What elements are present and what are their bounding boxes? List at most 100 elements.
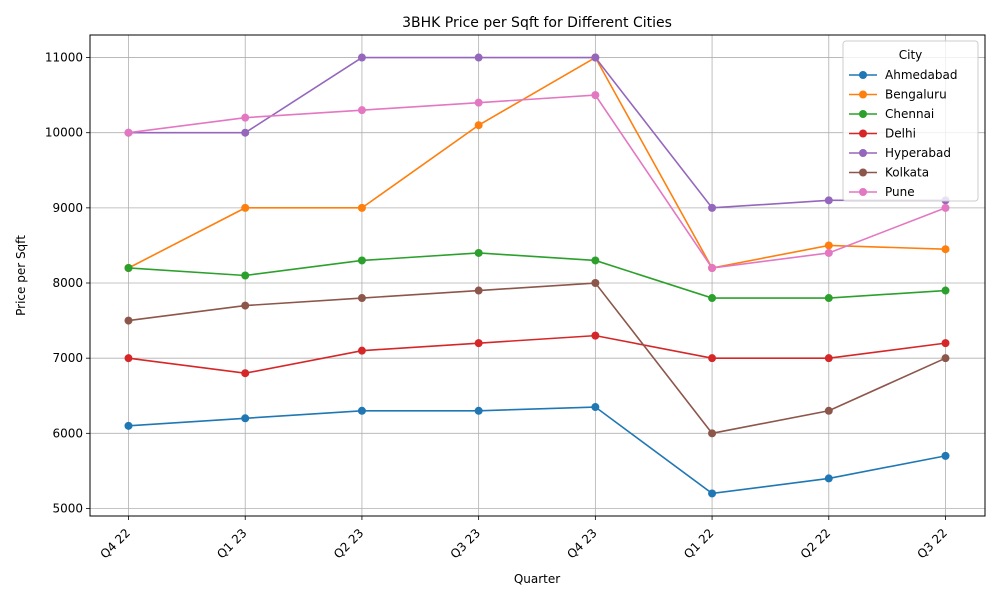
data-point	[357, 294, 366, 303]
data-point	[708, 354, 717, 363]
data-point	[941, 286, 950, 295]
series-group	[124, 53, 950, 498]
x-tick-label: Q3 23	[448, 526, 483, 561]
data-point	[708, 489, 717, 498]
legend-item: Hyperabad	[849, 146, 951, 160]
legend-label: Bengaluru	[885, 88, 947, 102]
data-point	[708, 263, 717, 272]
data-point	[941, 245, 950, 254]
legend-marker	[859, 188, 867, 196]
series-line	[128, 334, 946, 375]
y-axis: 5000 6000 7000 8000 9000 10000 11000	[45, 51, 90, 515]
data-point	[708, 203, 717, 212]
x-tick-label: Q4 22	[97, 526, 132, 561]
data-point	[708, 294, 717, 303]
legend-label: Chennai	[885, 107, 934, 121]
y-tick-label: 9000	[52, 201, 83, 215]
y-axis-label: Price per Sqft	[14, 235, 28, 316]
data-point	[241, 113, 250, 122]
x-tick-label: Q2 22	[798, 526, 833, 561]
legend-marker	[859, 71, 867, 79]
plot-area-frame	[89, 34, 986, 517]
data-point	[241, 128, 250, 137]
data-point	[124, 316, 133, 325]
data-point	[357, 346, 366, 355]
data-point	[474, 286, 483, 295]
series-line	[128, 406, 946, 495]
data-point	[474, 53, 483, 62]
data-point	[357, 106, 366, 115]
data-point	[824, 406, 833, 415]
data-point	[474, 339, 483, 348]
data-point	[941, 354, 950, 363]
data-point	[474, 248, 483, 257]
data-point	[124, 128, 133, 137]
y-tick-label: 6000	[52, 426, 83, 440]
x-tick-label: Q1 22	[681, 526, 716, 561]
series-line	[128, 56, 946, 269]
data-point	[591, 403, 600, 412]
data-point	[357, 256, 366, 265]
legend-label: Kolkata	[885, 166, 929, 180]
y-tick-label: 8000	[52, 276, 83, 290]
data-point	[708, 429, 717, 438]
legend-item: Delhi	[849, 127, 916, 141]
data-point	[357, 406, 366, 415]
data-point	[941, 451, 950, 460]
legend: City Ahmedabad Bengaluru Chennai Delhi Hyper…	[842, 40, 979, 202]
legend-label: Pune	[885, 185, 915, 199]
data-point	[591, 91, 600, 100]
legend-items: Ahmedabad Bengaluru Chennai Delhi Hyperabad K…	[849, 68, 957, 199]
series-kolkata	[124, 279, 950, 438]
x-tick-label: Q1 23	[214, 526, 249, 561]
y-tick-label: 7000	[52, 351, 83, 365]
legend-item: Bengaluru	[849, 88, 947, 102]
data-point	[824, 354, 833, 363]
series-delhi	[124, 331, 950, 378]
data-point	[474, 121, 483, 130]
data-point	[357, 53, 366, 62]
data-point	[474, 406, 483, 415]
data-point	[824, 474, 833, 483]
data-point	[241, 203, 250, 212]
y-tick-label: 5000	[52, 501, 83, 515]
x-tick-label: Q3 22	[914, 526, 949, 561]
legend-item: Pune	[849, 185, 915, 199]
x-axis-label: Quarter	[514, 572, 560, 586]
data-point	[941, 339, 950, 348]
series-line	[128, 94, 946, 269]
x-tick-label: Q4 23	[564, 526, 599, 561]
data-point	[591, 256, 600, 265]
data-point	[824, 294, 833, 303]
data-point	[474, 98, 483, 107]
x-tick-label: Q2 23	[331, 526, 366, 561]
legend-item: Ahmedabad	[849, 68, 957, 82]
series-line	[128, 56, 946, 209]
data-point	[124, 263, 133, 272]
chart-title: 3BHK Price per Sqft for Different Cities	[402, 15, 672, 31]
grid-lines	[90, 35, 985, 516]
y-tick-label: 11000	[45, 51, 83, 65]
data-point	[241, 301, 250, 310]
data-point	[591, 331, 600, 340]
legend-item: Kolkata	[849, 166, 929, 180]
series-line	[128, 252, 946, 299]
data-point	[241, 271, 250, 280]
legend-title: City	[899, 48, 923, 62]
data-point	[824, 248, 833, 257]
data-point	[357, 203, 366, 212]
data-point	[941, 203, 950, 212]
series-bengaluru	[124, 53, 950, 272]
data-point	[591, 53, 600, 62]
data-point	[124, 354, 133, 363]
legend-item: Chennai	[849, 107, 934, 121]
legend-marker	[859, 90, 867, 99]
data-point	[824, 196, 833, 205]
legend-marker	[859, 110, 867, 118]
legend-marker	[859, 129, 867, 138]
data-point	[124, 421, 133, 430]
legend-label: Ahmedabad	[885, 68, 957, 82]
legend-label: Hyperabad	[885, 146, 951, 160]
data-point	[591, 279, 600, 288]
